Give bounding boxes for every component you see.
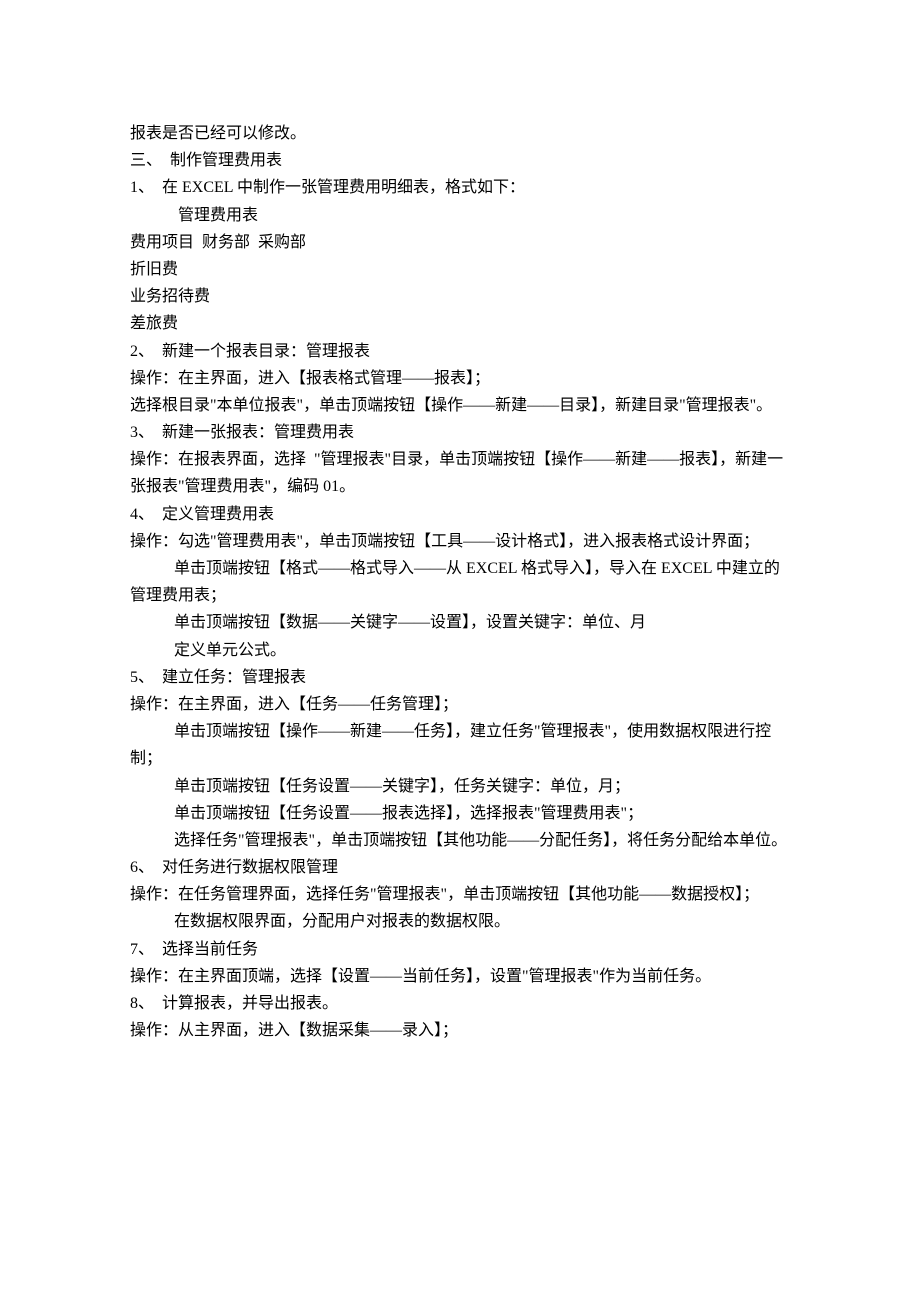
table-title: 管理费用表 (130, 202, 790, 229)
text-line: 选择根目录"本单位报表"，单击顶端按钮【操作——新建——目录】，新建目录"管理报… (130, 392, 790, 419)
sub-operation: 单击顶端按钮【格式——格式导入——从 EXCEL 格式导入】，导入在 EXCEL… (130, 555, 790, 609)
text-content: 单击顶端按钮【任务设置——关键字】，任务关键字：单位，月； (174, 778, 630, 795)
numbered-item: 4、 定义管理费用表 (130, 501, 790, 528)
numbered-item: 6、 对任务进行数据权限管理 (130, 854, 790, 881)
operation-text: 操作：勾选"管理费用表"，单击顶端按钮【工具——设计格式】，进入报表格式设计界面… (130, 528, 790, 555)
operation-text: 操作：在报表界面，选择 "管理报表"目录，单击顶端按钮【操作——新建——报表】，… (130, 446, 790, 500)
operation-text: 操作：在任务管理界面，选择任务"管理报表"，单击顶端按钮【其他功能——数据授权】… (130, 881, 790, 908)
sub-operation: 选择任务"管理报表"，单击顶端按钮【其他功能——分配任务】，将任务分配给本单位。 (130, 827, 790, 854)
numbered-item: 2、 新建一个报表目录：管理报表 (130, 338, 790, 365)
numbered-item: 3、 新建一张报表：管理费用表 (130, 419, 790, 446)
text-line: 报表是否已经可以修改。 (130, 120, 790, 147)
operation-text: 操作：在主界面顶端，选择【设置——当前任务】，设置"管理报表"作为当前任务。 (130, 963, 790, 990)
sub-operation: 单击顶端按钮【操作——新建——任务】，建立任务"管理报表"，使用数据权限进行控制… (130, 718, 790, 772)
table-row: 差旅费 (130, 310, 790, 337)
sub-operation: 在数据权限界面，分配用户对报表的数据权限。 (130, 908, 790, 935)
sub-operation: 单击顶端按钮【任务设置——报表选择】，选择报表"管理费用表"； (130, 800, 790, 827)
table-row: 折旧费 (130, 256, 790, 283)
table-header: 费用项目 财务部 采购部 (130, 229, 790, 256)
text-content: 单击顶端按钮【格式——格式导入——从 EXCEL 格式导入】，导入在 EXCEL… (130, 560, 780, 604)
text-content: 单击顶端按钮【任务设置——报表选择】，选择报表"管理费用表"； (174, 805, 643, 822)
text-content: 选择任务"管理报表"，单击顶端按钮【其他功能——分配任务】，将任务分配给本单位。 (174, 832, 787, 849)
text-content: 在数据权限界面，分配用户对报表的数据权限。 (174, 913, 510, 930)
sub-operation: 定义单元公式。 (130, 637, 790, 664)
operation-text: 操作：从主界面，进入【数据采集——录入】； (130, 1017, 790, 1044)
document-body: 报表是否已经可以修改。 三、 制作管理费用表 1、 在 EXCEL 中制作一张管… (130, 120, 790, 1044)
numbered-item: 7、 选择当前任务 (130, 936, 790, 963)
operation-text: 操作：在主界面，进入【任务——任务管理】； (130, 691, 790, 718)
table-row: 业务招待费 (130, 283, 790, 310)
numbered-item: 1、 在 EXCEL 中制作一张管理费用明细表，格式如下： (130, 174, 790, 201)
numbered-item: 5、 建立任务：管理报表 (130, 664, 790, 691)
sub-operation: 单击顶端按钮【任务设置——关键字】，任务关键字：单位，月； (130, 773, 790, 800)
operation-text: 操作：在主界面，进入【报表格式管理——报表】； (130, 365, 790, 392)
section-heading: 三、 制作管理费用表 (130, 147, 790, 174)
text-content: 单击顶端按钮【操作——新建——任务】，建立任务"管理报表"，使用数据权限进行控制… (130, 723, 771, 767)
sub-operation: 单击顶端按钮【数据——关键字——设置】，设置关键字：单位、月 (130, 609, 790, 636)
text-content: 单击顶端按钮【数据——关键字——设置】，设置关键字：单位、月 (174, 614, 646, 631)
text-content: 定义单元公式。 (174, 642, 286, 659)
numbered-item: 8、 计算报表，并导出报表。 (130, 990, 790, 1017)
